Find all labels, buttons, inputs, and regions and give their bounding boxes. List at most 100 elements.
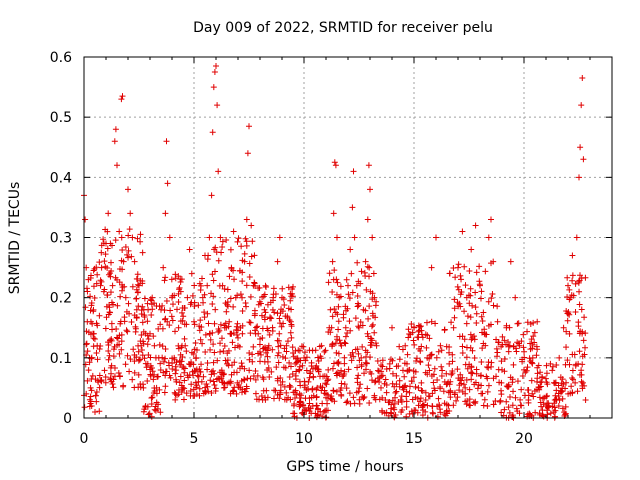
data-point [92,408,98,415]
data-point [461,263,468,270]
data-point [516,342,523,349]
data-point [172,275,179,282]
data-point [124,328,131,335]
data-point [469,334,476,341]
data-point [134,289,141,296]
data-point [158,306,164,313]
data-point [234,327,241,334]
data-point [120,258,127,265]
data-point [559,376,566,383]
data-point [110,384,117,391]
data-point [456,300,463,307]
data-point [454,366,461,373]
data-point [513,348,520,355]
data-point [94,356,101,363]
data-point [558,388,565,395]
data-point [415,328,422,335]
data-point [335,318,342,325]
data-point [550,409,557,416]
data-point [369,290,376,297]
data-point [383,366,390,373]
data-point [555,382,562,389]
data-point [132,328,139,335]
data-point [127,356,134,363]
data-point [110,353,117,360]
data-point [467,285,474,292]
data-point [242,235,249,242]
x-tick-label: 20 [515,431,533,447]
data-point [325,279,332,286]
data-point [175,345,182,352]
data-point [155,325,162,332]
data-point [417,398,424,405]
data-point [331,267,338,274]
data-point [520,331,527,338]
data-point [576,371,583,378]
data-point [239,307,246,314]
data-point [221,342,228,349]
data-point [329,289,336,296]
data-point [310,392,317,399]
data-point [373,298,380,305]
data-point [524,328,531,335]
data-point [113,334,120,341]
data-point [283,389,290,396]
data-point [217,321,224,328]
data-point [131,258,138,265]
data-point [512,394,519,401]
data-point [91,335,98,342]
data-point [144,360,151,367]
data-point [538,378,545,385]
data-point [169,301,176,308]
data-point [467,331,474,338]
x-tick-label: 5 [190,431,199,447]
data-point [186,246,193,253]
data-point [157,409,164,416]
data-point [361,393,368,400]
data-point [362,258,369,265]
data-point [507,258,514,265]
data-point [393,381,400,388]
data-point [192,340,199,347]
data-point [343,399,350,406]
data-point [417,323,424,330]
data-point [266,331,273,338]
data-point [235,342,241,349]
data-point [338,342,345,349]
data-point [459,374,466,381]
data-point [355,278,362,285]
data-point [286,382,293,389]
data-point [349,349,356,356]
data-point [386,360,393,367]
data-point [90,283,97,290]
data-point [111,138,118,145]
data-point [208,389,215,396]
data-point [227,295,234,302]
data-point [494,318,501,325]
data-point [134,235,141,242]
data-point [264,353,271,360]
data-point [226,318,233,325]
data-point [514,378,521,385]
data-point [575,360,582,367]
data-point [506,409,513,416]
data-point [297,402,304,409]
data-point [112,126,119,133]
data-point [525,387,532,394]
data-point [139,303,146,310]
data-point [514,320,521,327]
data-point [246,260,253,267]
data-point [426,393,433,400]
data-point [140,408,147,415]
data-point [151,406,158,413]
data-point [364,216,371,223]
x-axis-label: GPS time / hours [286,459,403,475]
data-point [282,364,289,371]
data-point [171,389,178,396]
data-point [510,388,517,395]
data-point [462,384,469,391]
data-point [107,240,114,247]
data-point [470,399,477,406]
data-point [435,348,442,355]
data-point [87,384,94,391]
